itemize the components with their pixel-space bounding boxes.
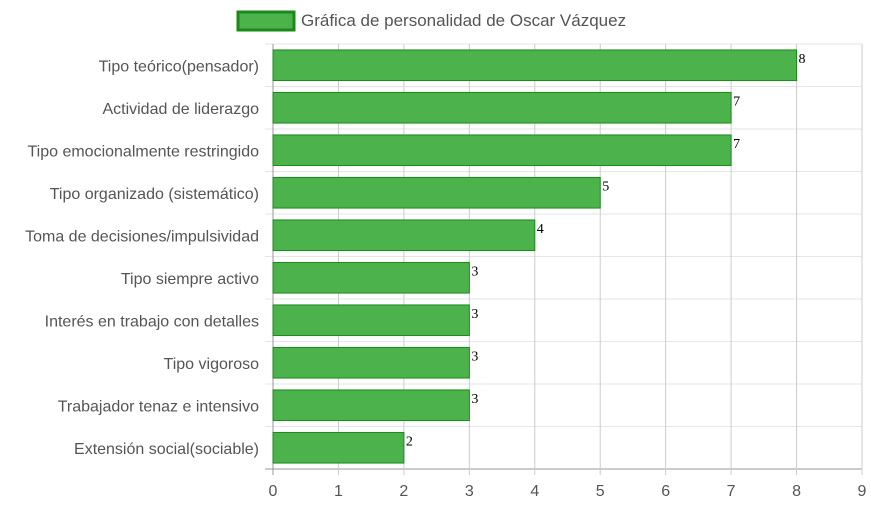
- data-label: 2: [406, 434, 413, 449]
- category-label: Tipo organizado (sistemático): [50, 186, 259, 203]
- x-tick-label: 6: [661, 483, 670, 500]
- bar[interactable]: [272, 304, 470, 337]
- category-label: Tipo emocionalmente restringido: [27, 143, 259, 160]
- x-tick-label: 9: [858, 483, 867, 500]
- category-label: Toma de decisiones/impulsividad: [25, 228, 259, 245]
- category-label: Extensión social(sociable): [74, 441, 259, 458]
- x-tick-label: 5: [596, 483, 605, 500]
- data-label: 3: [471, 392, 478, 407]
- bar[interactable]: [272, 49, 798, 82]
- category-label: Tipo teórico(pensador): [99, 58, 259, 75]
- bar[interactable]: [272, 91, 732, 124]
- bar[interactable]: [272, 431, 405, 464]
- data-label: 8: [799, 52, 806, 67]
- bar[interactable]: [272, 134, 732, 167]
- legend-label: Gráfica de personalidad de Oscar Vázquez: [301, 11, 626, 30]
- x-tick-label: 1: [334, 483, 343, 500]
- x-tick-label: 8: [792, 483, 801, 500]
- x-tick-label: 3: [465, 483, 474, 500]
- category-label: Trabajador tenaz e intensivo: [58, 398, 259, 415]
- data-label: 7: [733, 137, 740, 152]
- x-tick-label: 2: [399, 483, 408, 500]
- label-layer: 0 1 2 3 4 5 6 7 8 9 Tipo teórico(pensador) 8 Activid…: [25, 52, 866, 500]
- data-label: 7: [733, 94, 740, 109]
- x-tick-label: 7: [727, 483, 736, 500]
- bar[interactable]: [272, 219, 536, 252]
- category-label: Actividad de liderazgo: [102, 101, 259, 118]
- data-label: 4: [537, 222, 544, 237]
- bar[interactable]: [272, 176, 601, 209]
- data-label: 5: [602, 179, 609, 194]
- data-label: 3: [471, 307, 478, 322]
- category-label: Interés en trabajo con detalles: [45, 313, 259, 330]
- data-label: 3: [471, 349, 478, 364]
- bar[interactable]: [272, 261, 470, 294]
- legend[interactable]: Gráfica de personalidad de Oscar Vázquez: [236, 10, 626, 32]
- data-label: 3: [471, 264, 478, 279]
- x-tick-label: 0: [269, 483, 278, 500]
- category-label: Tipo siempre activo: [121, 271, 259, 288]
- bar-layer: [272, 49, 798, 464]
- x-tick-label: 4: [530, 483, 539, 500]
- category-label: Tipo vigoroso: [164, 356, 260, 373]
- legend-swatch: [236, 10, 296, 32]
- bar[interactable]: [272, 346, 470, 379]
- bar[interactable]: [272, 389, 470, 422]
